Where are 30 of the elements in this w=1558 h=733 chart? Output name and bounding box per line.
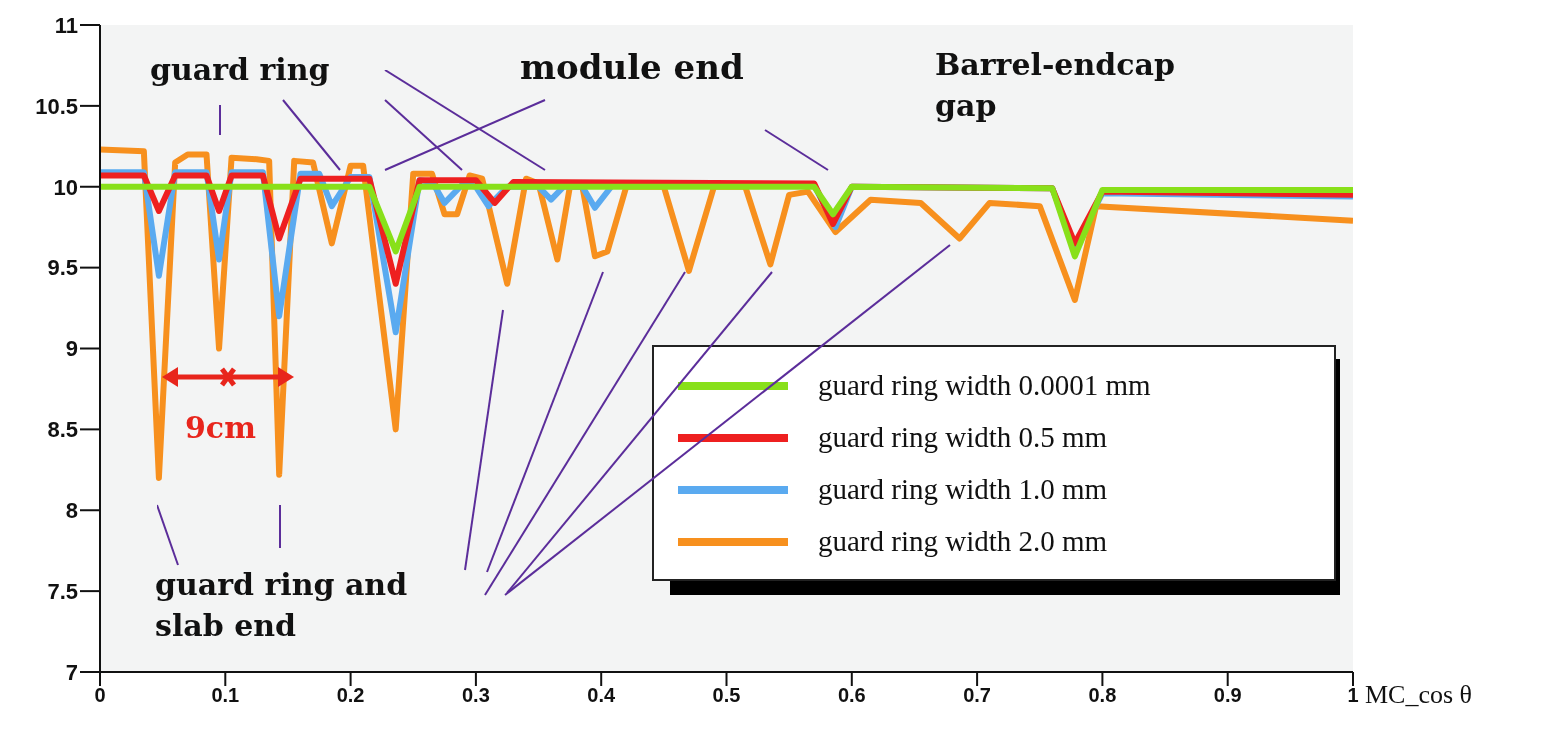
x-tick-label: 0.4 bbox=[587, 684, 616, 707]
y-tick-label: 7.5 bbox=[47, 578, 78, 604]
x-tick-label: 0.9 bbox=[1213, 684, 1242, 707]
y-tick-label: 8.5 bbox=[47, 417, 78, 443]
x-axis-title: MC_cos θ bbox=[1365, 680, 1473, 710]
annotation: module end bbox=[520, 46, 744, 89]
y-tick-label: 8 bbox=[65, 498, 78, 524]
annotation: Barrel-endcap gap bbox=[935, 46, 1176, 125]
x-tick-label: 0 bbox=[94, 684, 106, 707]
x-tick-label: 0.2 bbox=[336, 684, 365, 707]
y-tick-label: 9.5 bbox=[47, 255, 78, 281]
y-tick-label: 10 bbox=[53, 174, 78, 200]
x-tick-label: 0.3 bbox=[461, 684, 490, 707]
annotation: guard ring bbox=[150, 51, 330, 89]
legend-label: guard ring width 0.5 mm bbox=[818, 421, 1108, 454]
annotation: guard ring and slab end bbox=[155, 566, 409, 645]
x-tick-label: 1 bbox=[1347, 684, 1359, 707]
legend-label: guard ring width 0.0001 mm bbox=[818, 369, 1151, 402]
legend-label: guard ring width 1.0 mm bbox=[818, 473, 1108, 506]
y-tick-label: 7 bbox=[65, 659, 78, 685]
y-tick-label: 9 bbox=[65, 336, 78, 362]
y-tick-label: 11 bbox=[54, 12, 78, 38]
x-tick-label: 0.7 bbox=[963, 684, 992, 707]
x-tick-label: 0.8 bbox=[1088, 684, 1117, 707]
x-tick-label: 0.1 bbox=[211, 684, 240, 707]
legend-label: guard ring width 2.0 mm bbox=[818, 525, 1108, 558]
x-tick-label: 0.5 bbox=[712, 684, 741, 707]
annotation: 9cm bbox=[185, 409, 256, 447]
y-tick-label: 10.5 bbox=[35, 93, 78, 119]
x-tick-label: 0.6 bbox=[837, 684, 866, 707]
